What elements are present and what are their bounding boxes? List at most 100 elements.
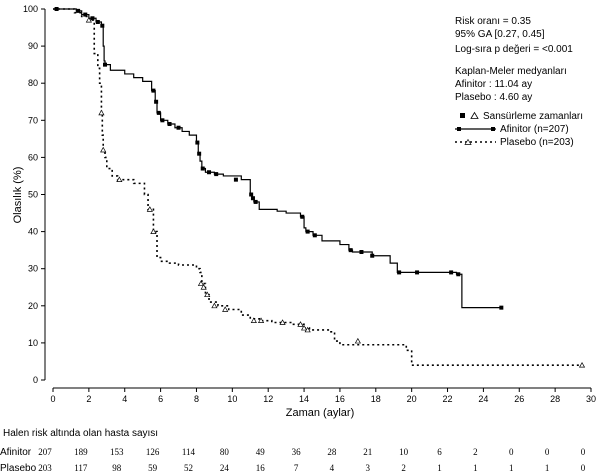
censor-marker-plasebo [222,306,229,312]
risk-table: Afinitor 207 189 153 126 114 80 49 36 28 21 10 6 2 0 0 0… [0,447,586,473]
x-axis-label: Zaman (aylar) [286,407,354,419]
censor-marker-plasebo [300,324,308,331]
censor-marker-afinitor [312,233,317,238]
risk-cell: 49 [256,447,266,457]
censor-marker-afinitor [197,151,202,156]
legend-triangle-icon [470,111,479,119]
legend-censor-label: Sansürleme zamanları [483,111,583,122]
censor-marker-afinitor [250,196,255,201]
y-tick-label: 20 [28,301,38,311]
median-plasebo-text: Plasebo : 4.60 ay [455,92,532,103]
censor-marker-plasebo [150,228,157,234]
risk-cell: 36 [292,447,302,457]
censor-marker-afinitor [176,125,181,130]
censor-marker-afinitor [200,166,205,171]
censor-marker-afinitor [156,110,161,115]
x-tick-label: 6 [158,394,163,404]
censor-marker-afinitor [95,19,100,24]
censor-marker-afinitor [348,248,353,253]
censor-marker-afinitor [83,12,88,17]
censor-marker-plasebo [578,361,586,368]
censor-marker-plasebo [297,321,304,327]
censor-marker-afinitor [214,172,219,177]
x-tick-label: 16 [335,394,345,404]
risk-cell: 80 [220,447,230,457]
censor-marker-plasebo [250,317,257,323]
censor-marker-afinitor [103,62,108,67]
stats-box: Risk oranı = 0.35 95% GA [0.27, 0.45] Lo… [455,16,573,103]
legend-afinitor-marker [491,127,495,131]
censor-marker-plasebo [354,337,361,344]
censor-marker-afinitor [207,170,212,175]
censor-marker-plasebo [211,302,218,309]
series-layer [53,7,586,368]
x-tick-label: 18 [371,394,381,404]
legend-afinitor-label: Afinitor (n=207) [500,124,569,135]
risk-cell: 21 [363,447,372,457]
x-tick-label: 30 [586,394,596,404]
series-line-plasebo [53,8,583,366]
censor-marker-afinitor [160,118,165,123]
risk-cell: 203 [38,463,52,473]
censor-marker-afinitor [370,253,375,258]
censor-marker-afinitor [195,140,200,145]
y-tick-label: 0 [33,375,38,385]
x-tick-label: 10 [227,394,237,404]
censor-marker-afinitor [449,270,454,275]
y-tick-label: 30 [28,264,38,274]
censor-marker-plasebo [304,326,311,333]
x-tick-label: 14 [299,394,309,404]
censor-marker-afinitor [359,250,364,255]
y-tick-label: 10 [28,338,38,348]
x-ticks: 0 2 4 6 8 10 12 14 16 18 20 22 24 26 28 30 [50,388,596,404]
censor-marker-plasebo [98,109,105,116]
y-tick-label: 70 [28,115,38,125]
legend-plasebo-marker [464,138,472,145]
risk-row-label: Plasebo [0,463,37,473]
x-tick-label: 28 [550,394,560,404]
censor-marker-afinitor [100,23,105,28]
risk-cell: 153 [110,447,124,457]
risk-cell: 114 [182,447,196,457]
censor-marker-afinitor [90,16,95,21]
legend-afinitor-marker [457,127,461,131]
x-tick-label: 12 [263,394,273,404]
risk-cell: 6 [437,447,442,457]
risk-cell: 117 [74,463,88,473]
censor-marker-plasebo [204,291,211,298]
censor-marker-plasebo [257,317,265,323]
censor-marker-plasebo [85,16,92,23]
legend-plasebo-label: Plasebo (n=203) [500,137,574,148]
censor-marker-afinitor [151,88,156,93]
censor-marker-afinitor [54,7,59,11]
risk-cell: 98 [112,463,122,473]
risk-cell: 16 [256,463,266,473]
risk-cell: 3 [366,463,371,473]
censor-marker-plasebo [279,319,286,325]
censor-marker-afinitor [76,8,81,13]
censor-marker-plasebo [146,206,153,212]
risk-cell: 1 [437,463,442,473]
censor-marker-afinitor [397,270,402,275]
censor-marker-afinitor [456,272,461,277]
x-tick-label: 2 [86,394,91,404]
y-ticks: 0 10 20 30 40 50 60 70 80 90 100 [23,4,45,385]
risk-cell: 0 [545,447,550,457]
risk-cell: 0 [581,447,586,457]
median-afinitor-text: Afinitor : 11.04 ay [455,79,532,90]
risk-cell: 59 [148,463,158,473]
legend-square-icon [460,113,465,118]
y-axis-label: Olasılık (%) [12,167,24,224]
risk-cell: 52 [184,463,193,473]
censor-marker-plasebo [100,146,107,153]
censor-marker-plasebo [200,284,207,290]
censor-marker-afinitor [167,122,172,127]
risk-cell: 207 [38,447,52,457]
risk-cell: 189 [74,447,88,457]
censor-marker-plasebo [197,280,205,286]
risk-cell: 4 [330,463,335,473]
x-tick-label: 0 [50,394,55,404]
censor-marker-afinitor [415,270,420,275]
